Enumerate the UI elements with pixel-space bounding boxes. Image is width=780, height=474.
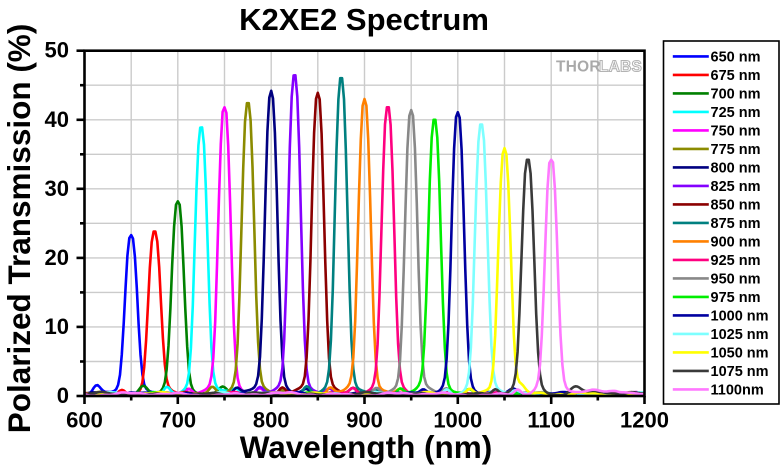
svg-text:10: 10 [45, 314, 69, 339]
svg-text:800: 800 [253, 407, 290, 432]
svg-text:1100: 1100 [527, 407, 575, 432]
svg-text:750 nm: 750 nm [711, 124, 761, 140]
svg-text:THOR: THOR [556, 58, 601, 75]
svg-text:700 nm: 700 nm [711, 87, 761, 103]
svg-text:925 nm: 925 nm [711, 253, 761, 269]
svg-text:Wavelength (nm): Wavelength (nm) [240, 429, 493, 465]
svg-text:900: 900 [346, 407, 383, 432]
svg-text:825 nm: 825 nm [711, 179, 761, 195]
svg-text:800 nm: 800 nm [711, 161, 761, 177]
svg-text:50: 50 [45, 38, 69, 63]
svg-text:775 nm: 775 nm [711, 142, 761, 158]
svg-text:30: 30 [45, 176, 69, 201]
svg-text:950 nm: 950 nm [711, 272, 761, 288]
svg-text:K2XE2 Spectrum: K2XE2 Spectrum [239, 2, 489, 37]
svg-text:975 nm: 975 nm [711, 290, 761, 306]
svg-text:40: 40 [45, 107, 69, 132]
svg-text:LABS: LABS [599, 58, 642, 75]
svg-text:675 nm: 675 nm [711, 68, 761, 84]
svg-text:1025 nm: 1025 nm [711, 327, 769, 343]
svg-text:1000: 1000 [433, 407, 482, 432]
svg-text:1075 nm: 1075 nm [711, 364, 769, 380]
svg-text:1200: 1200 [620, 407, 669, 432]
svg-text:900 nm: 900 nm [711, 235, 761, 251]
svg-text:20: 20 [45, 245, 69, 270]
svg-text:600: 600 [66, 407, 103, 432]
svg-text:Polarized Transmission (%): Polarized Transmission (%) [1, 24, 37, 434]
svg-text:0: 0 [57, 383, 69, 408]
svg-text:875 nm: 875 nm [711, 216, 761, 232]
svg-text:1000 nm: 1000 nm [711, 309, 769, 325]
svg-text:1100nm: 1100nm [711, 383, 764, 399]
svg-text:700: 700 [159, 407, 196, 432]
svg-text:725 nm: 725 nm [711, 105, 761, 121]
svg-text:650 nm: 650 nm [711, 50, 761, 66]
svg-text:1050 nm: 1050 nm [711, 346, 769, 362]
svg-text:850 nm: 850 nm [711, 198, 761, 214]
